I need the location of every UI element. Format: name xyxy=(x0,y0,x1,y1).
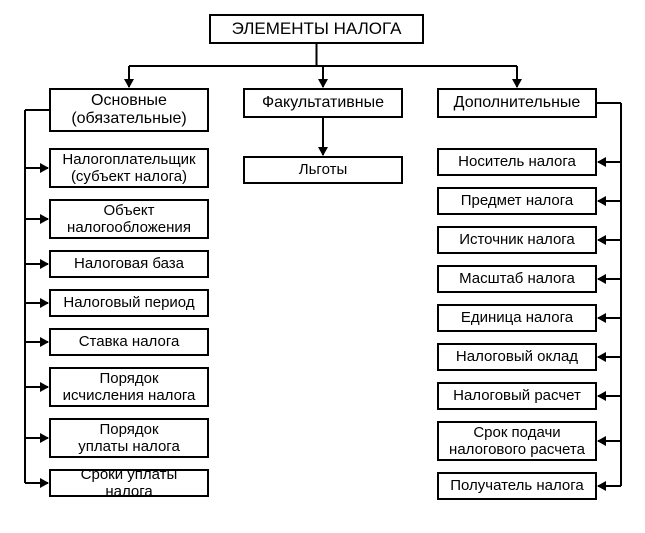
item-additional-7: Срок подачи налогового расчета xyxy=(437,421,597,461)
item-main-1: Объект налогообложения xyxy=(49,199,209,239)
item-main-4: Ставка налога xyxy=(49,328,209,356)
item-additional-2: Источник налога xyxy=(437,226,597,254)
category-main: Основные (обязательные) xyxy=(49,88,209,132)
diagram-canvas: ЭЛЕМЕНТЫ НАЛОГА Основные (обязательные) На… xyxy=(0,0,645,533)
category-optional: Факультативные xyxy=(243,88,403,118)
item-additional-3: Масштаб налога xyxy=(437,265,597,293)
item-main-3: Налоговый период xyxy=(49,289,209,317)
item-additional-1: Предмет налога xyxy=(437,187,597,215)
item-additional-6: Налоговый расчет xyxy=(437,382,597,410)
item-main-0: Налогоплательщик (субъект налога) xyxy=(49,148,209,188)
item-additional-8: Получатель налога xyxy=(437,472,597,500)
item-main-5: Порядок исчисления налога xyxy=(49,367,209,407)
item-main-6: Порядок уплаты налога xyxy=(49,418,209,458)
category-additional: Дополнительные xyxy=(437,88,597,118)
item-additional-0: Носитель налога xyxy=(437,148,597,176)
root-title: ЭЛЕМЕНТЫ НАЛОГА xyxy=(209,14,424,44)
item-optional-0: Льготы xyxy=(243,156,403,184)
item-main-7: Сроки уплаты налога xyxy=(49,469,209,497)
item-additional-4: Единица налога xyxy=(437,304,597,332)
item-additional-5: Налоговый оклад xyxy=(437,343,597,371)
item-main-2: Налоговая база xyxy=(49,250,209,278)
